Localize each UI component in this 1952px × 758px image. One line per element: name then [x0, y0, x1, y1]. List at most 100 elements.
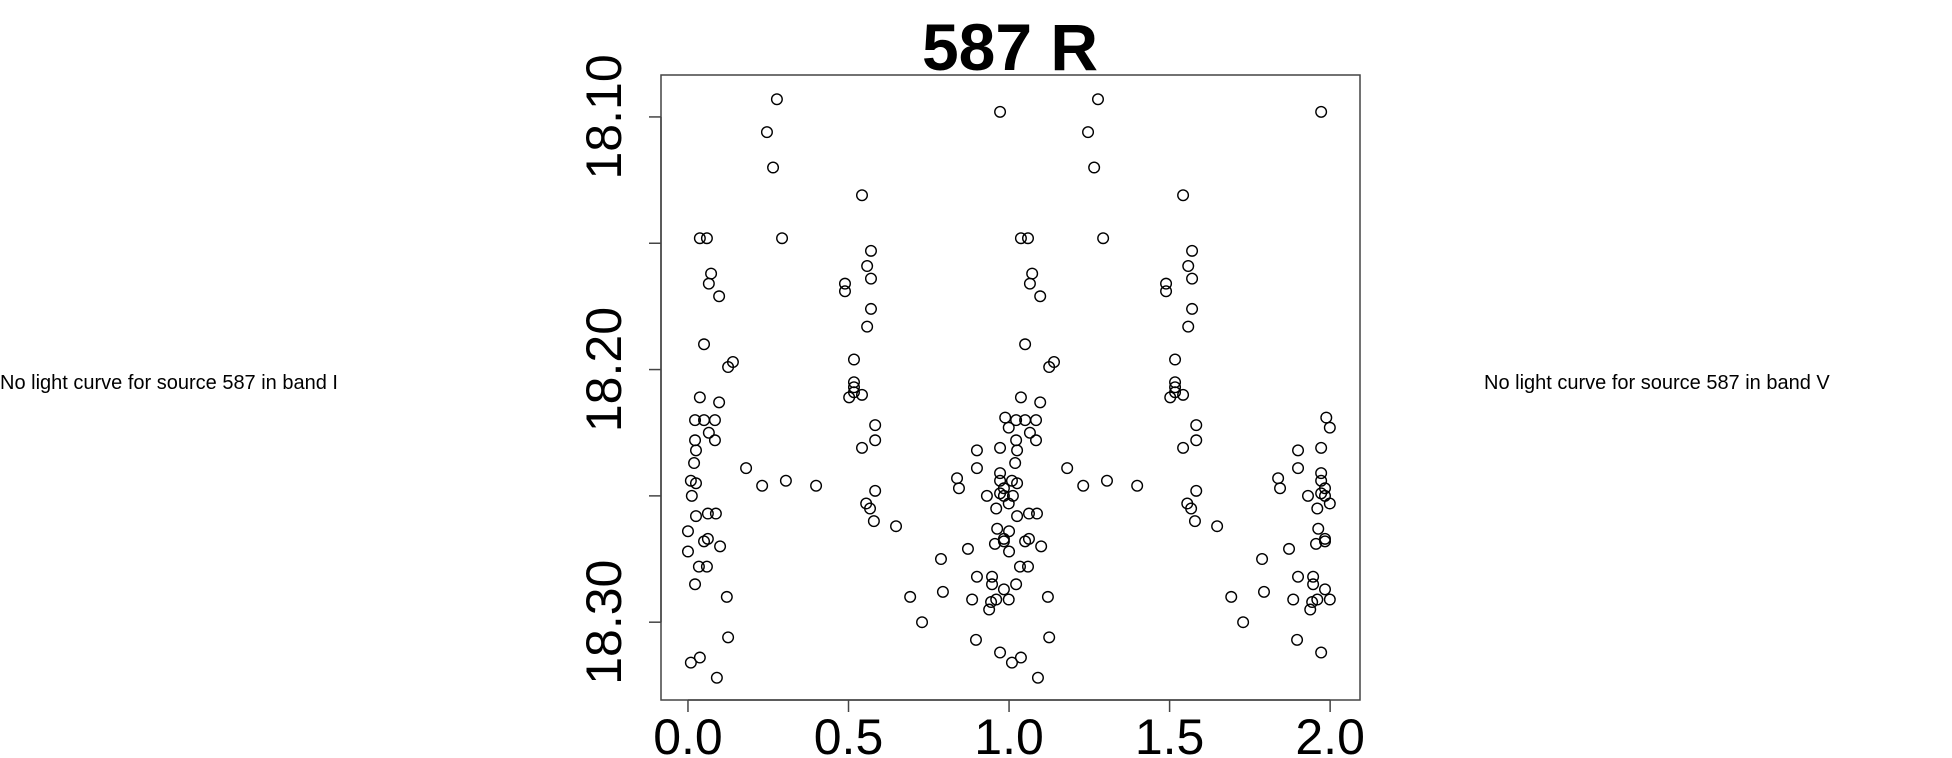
data-point: [1186, 244, 1199, 257]
data-point: [1301, 489, 1314, 502]
data-point: [1190, 419, 1203, 432]
data-point: [756, 479, 769, 492]
x-tick-label: 1.5: [1135, 709, 1205, 758]
data-point: [705, 267, 718, 280]
data-point: [1320, 411, 1333, 424]
data-point: [1131, 479, 1144, 492]
data-point: [1186, 302, 1199, 315]
data-point: [864, 502, 877, 515]
data-point: [864, 302, 877, 315]
data-point: [1002, 421, 1015, 434]
data-point: [1323, 421, 1336, 434]
data-point: [810, 479, 823, 492]
data-point: [1182, 259, 1195, 272]
data-point: [1013, 560, 1026, 573]
data-point: [1002, 593, 1015, 606]
data-point: [847, 353, 860, 366]
data-point: [1003, 545, 1016, 558]
data-point: [700, 232, 713, 245]
data-point: [713, 290, 726, 303]
y-tick-label: 18.30: [576, 560, 632, 685]
data-point: [689, 444, 702, 457]
data-point: [1034, 290, 1047, 303]
data-point: [776, 232, 789, 245]
data-point: [1182, 320, 1195, 333]
data-point: [1010, 578, 1023, 591]
y-tick-label: 18.20: [576, 307, 632, 432]
data-point: [710, 671, 723, 684]
data-point: [1315, 105, 1328, 118]
data-point: [986, 570, 999, 583]
data-point: [689, 510, 702, 523]
data-point: [726, 355, 739, 368]
data-point: [1315, 467, 1328, 480]
data-point: [1315, 474, 1328, 487]
data-point: [869, 419, 882, 432]
data-point: [1319, 482, 1332, 495]
data-point: [1190, 484, 1203, 497]
data-point: [709, 507, 722, 520]
data-point: [1003, 525, 1016, 538]
data-point: [991, 522, 1004, 535]
data-point: [1031, 671, 1044, 684]
data-point: [994, 474, 1007, 487]
data-point: [1022, 532, 1035, 545]
data-point: [1011, 510, 1024, 523]
y-axis: 18.10 18.20 18.30: [576, 54, 662, 685]
data-point: [986, 578, 999, 591]
data-point: [861, 259, 874, 272]
data-point: [869, 434, 882, 447]
data-point: [1035, 540, 1048, 553]
x-tick-label: 0.5: [814, 709, 884, 758]
data-point: [1169, 353, 1182, 366]
data-point: [994, 646, 1007, 659]
data-point: [1185, 502, 1198, 515]
data-point: [740, 462, 753, 475]
data-point: [1082, 126, 1095, 139]
data-point: [1160, 285, 1173, 298]
data-point: [855, 388, 868, 401]
data-point: [702, 426, 715, 439]
data-point: [700, 560, 713, 573]
data-point: [689, 477, 702, 490]
data-point: [1283, 542, 1296, 555]
data-point: [904, 590, 917, 603]
data-point: [1272, 472, 1285, 485]
data-point: [692, 560, 705, 573]
data-point: [1292, 570, 1305, 583]
data-point: [1190, 434, 1203, 447]
data-point: [1319, 535, 1332, 548]
data-point: [864, 272, 877, 285]
data-point: [970, 444, 983, 457]
data-point: [681, 525, 694, 538]
x-axis: 0.0 0.5 1.0 1.5 2.0: [653, 699, 1365, 758]
data-point: [702, 277, 715, 290]
data-point: [983, 603, 996, 616]
data-point: [1287, 593, 1300, 606]
data-point: [1043, 631, 1056, 644]
data-point: [1312, 522, 1325, 535]
data-point: [722, 631, 735, 644]
data-point: [1311, 502, 1324, 515]
data-point: [1307, 578, 1320, 591]
data-point: [936, 585, 949, 598]
data-point: [864, 244, 877, 257]
data-point: [1011, 477, 1024, 490]
data-point: [985, 595, 998, 608]
data-point: [1292, 462, 1305, 475]
plot-frame: [660, 74, 1361, 701]
data-point: [1010, 414, 1023, 427]
data-point: [708, 434, 721, 447]
data-point: [1304, 603, 1317, 616]
data-point: [760, 126, 773, 139]
data-point: [966, 593, 979, 606]
data-point: [869, 484, 882, 497]
data-point: [701, 532, 714, 545]
data-point: [1323, 497, 1336, 510]
data-point: [1061, 462, 1074, 475]
data-point: [988, 537, 1001, 550]
data-point: [708, 414, 721, 427]
data-point: [1211, 520, 1224, 533]
data-point: [1307, 570, 1320, 583]
data-point: [1010, 434, 1023, 447]
